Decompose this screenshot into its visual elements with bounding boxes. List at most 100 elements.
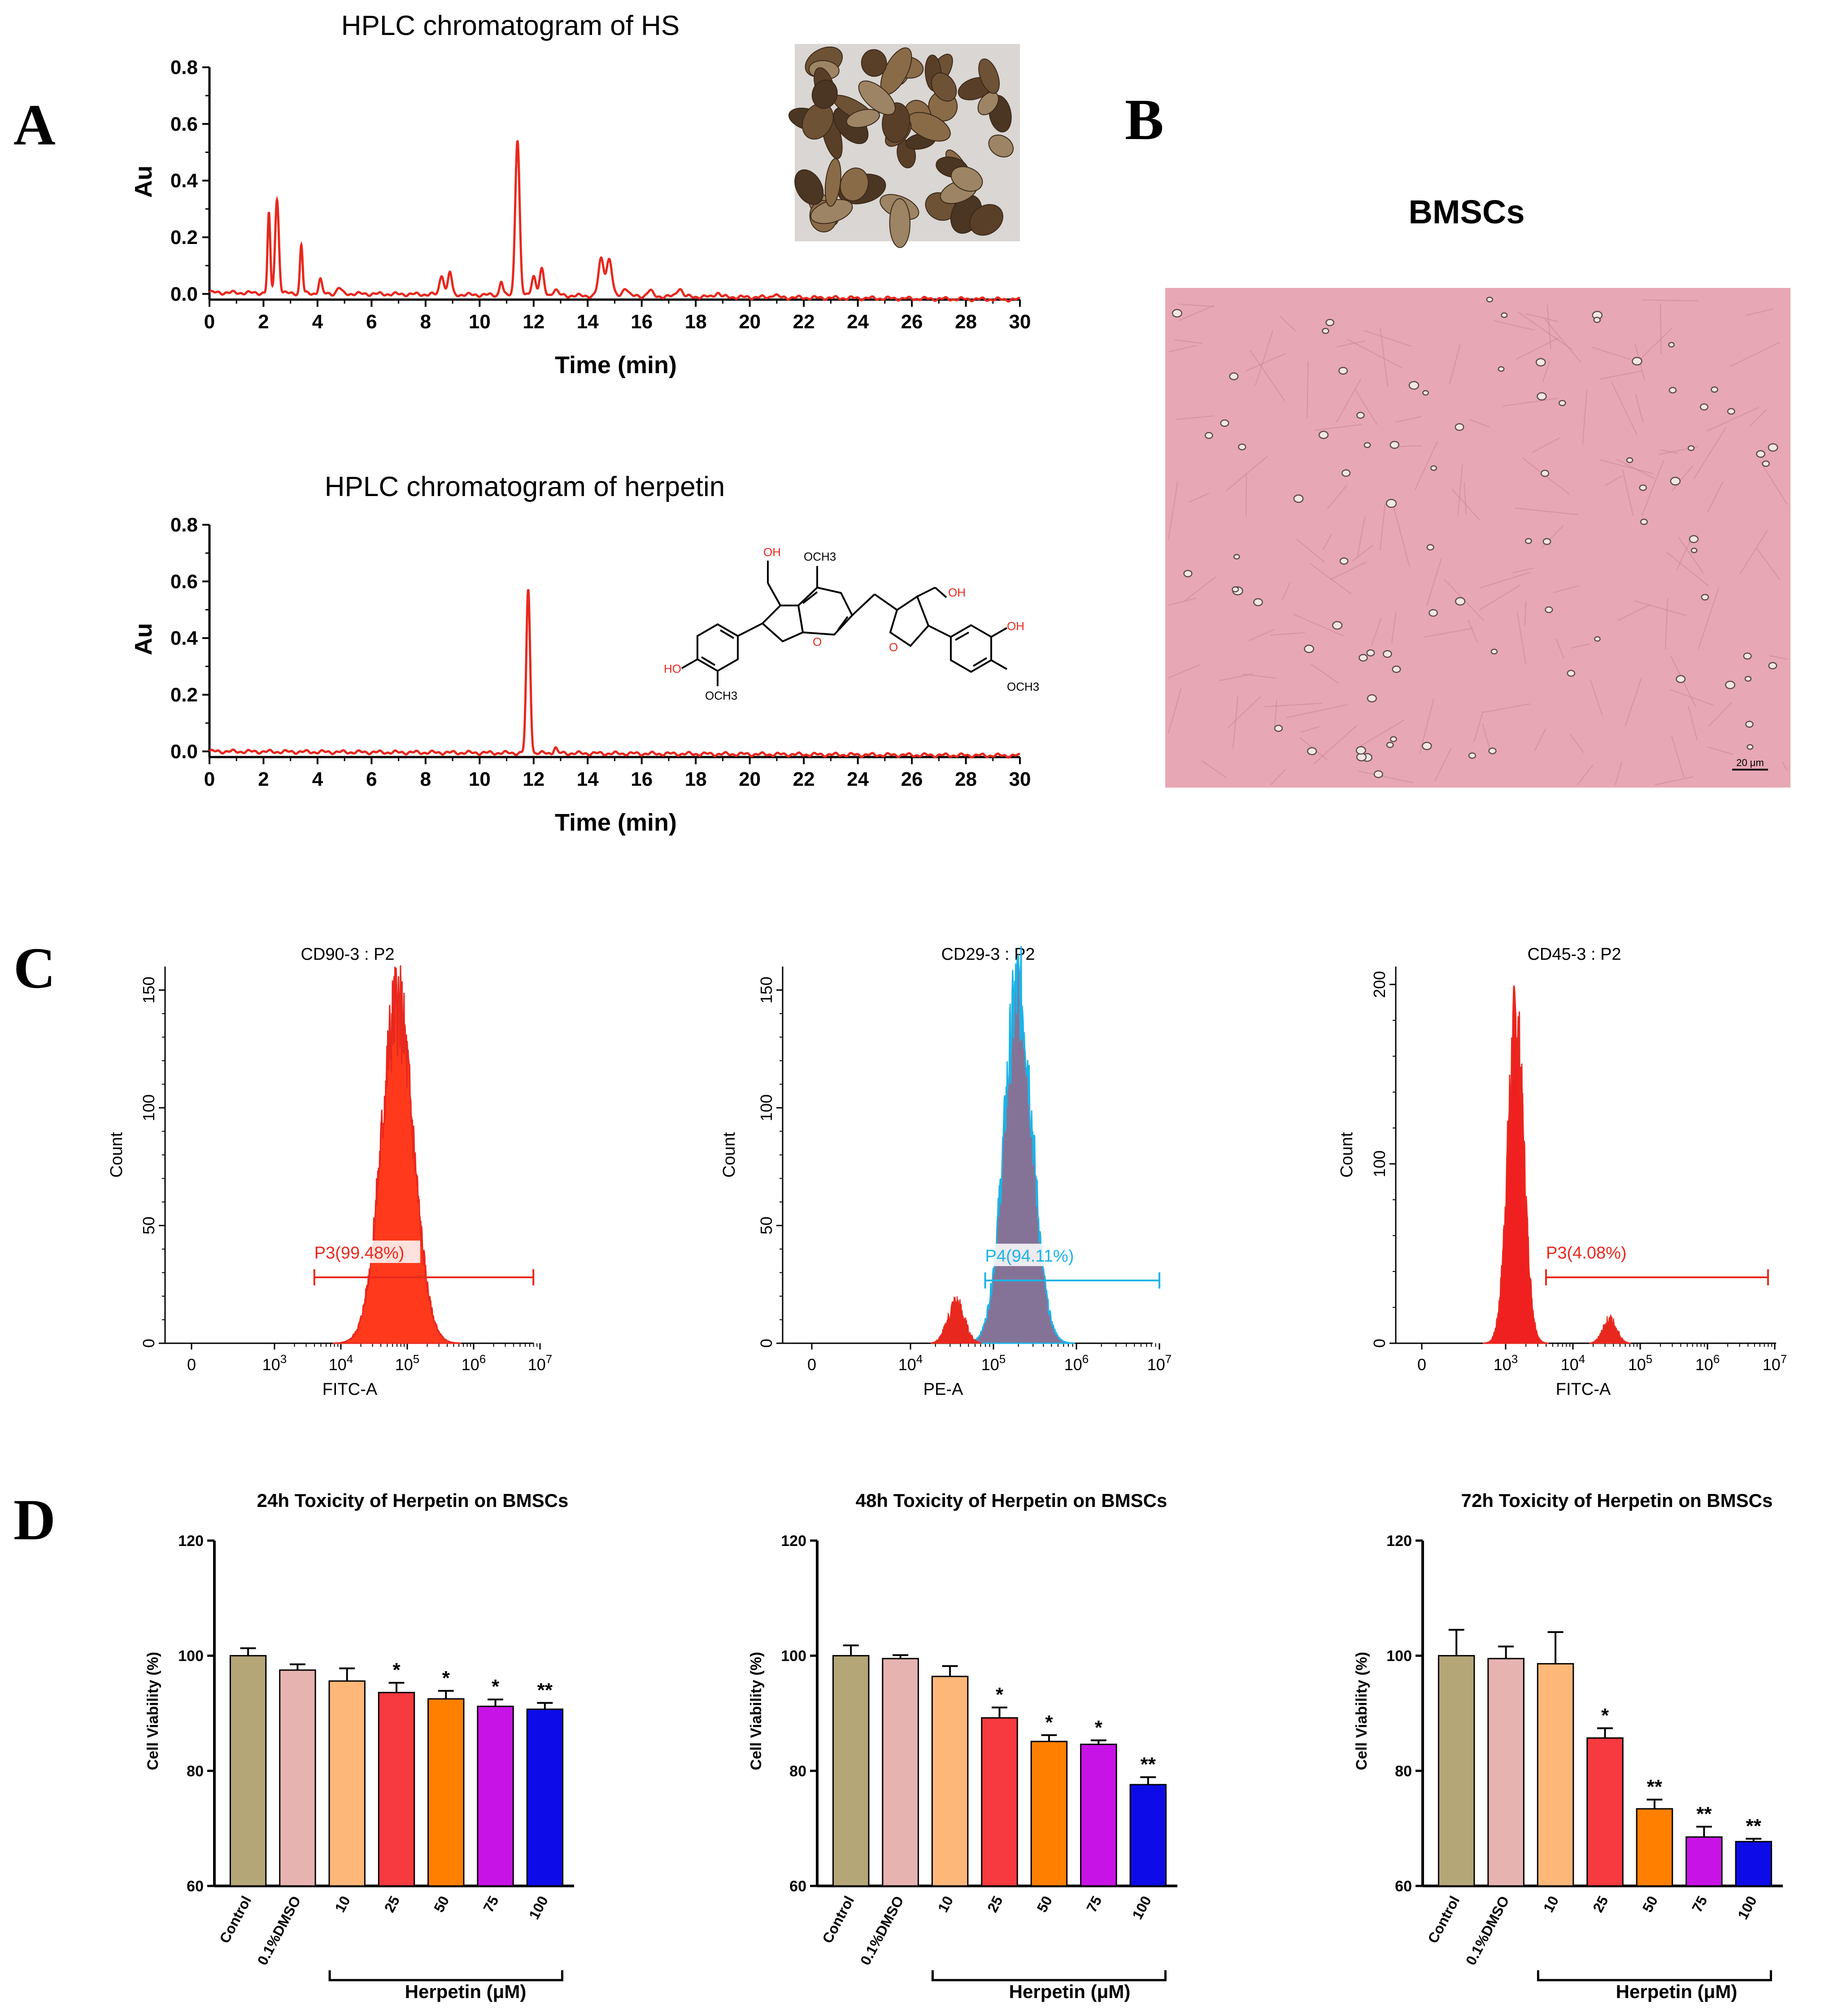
category-label: 10 <box>935 1893 956 1915</box>
x-tick-label: 8 <box>420 311 431 333</box>
bar <box>328 1680 366 1887</box>
round-cell <box>1687 445 1695 451</box>
y-tick-label: 0 <box>139 1339 158 1348</box>
round-cell <box>1542 538 1551 545</box>
y-tick-label: 60 <box>789 1878 806 1895</box>
bar <box>1735 1841 1773 1887</box>
cell-fiber <box>1371 618 1382 646</box>
cell-fiber <box>1363 330 1411 347</box>
cell-fiber <box>1263 702 1323 708</box>
histogram-distribution <box>961 946 1075 1344</box>
cell-fiber <box>1393 505 1410 567</box>
herb-pod <box>931 72 957 102</box>
category-label: 75 <box>480 1893 501 1915</box>
y-tick-label: 100 <box>1370 1150 1389 1177</box>
x-tick-label: 20 <box>739 768 761 790</box>
round-cell <box>1743 652 1752 660</box>
x-tick-label: 104 <box>1561 1352 1585 1374</box>
x-tick-label: 26 <box>901 311 923 333</box>
cell-fiber <box>1512 567 1534 574</box>
cell-fiber <box>1745 308 1774 316</box>
cell-fiber <box>1399 445 1422 447</box>
flow-cd90-title: CD90-3 : P2 <box>301 945 394 964</box>
cell-fiber <box>1707 481 1724 513</box>
y-tick-label: 120 <box>178 1533 204 1550</box>
cell-fiber <box>1174 339 1203 344</box>
x-tick-label: 10 <box>469 311 491 333</box>
herb-pod <box>978 58 1000 94</box>
hplc-herpetin-xlabel: Time (min) <box>555 809 677 836</box>
round-cell <box>1389 736 1397 742</box>
cell-fiber <box>1473 711 1484 742</box>
herb-pod <box>824 158 841 207</box>
herb-pod <box>811 79 838 109</box>
round-cell <box>1325 318 1335 327</box>
cell-fiber <box>1188 492 1209 503</box>
cell-fiber <box>1517 311 1573 351</box>
round-cell <box>1233 554 1240 560</box>
round-cell <box>1756 450 1765 458</box>
herb-pod <box>840 167 869 201</box>
category-label: 50 <box>1034 1893 1055 1915</box>
herb-pod <box>794 169 824 205</box>
cell-fiber <box>1354 389 1378 425</box>
category-label: 25 <box>984 1893 1006 1915</box>
structure-oh-left: OH <box>763 545 781 559</box>
bmscs-micrograph-panel: BMSCs 20 μm <box>1165 193 1790 788</box>
round-cell <box>1639 484 1647 491</box>
round-cell <box>1501 312 1508 318</box>
cell-fiber <box>1479 571 1531 589</box>
bar <box>1129 1784 1167 1887</box>
category-label: 100 <box>1734 1893 1760 1922</box>
cell-fiber <box>1642 299 1698 302</box>
tox-24h-ylabel: Cell Viability (%) <box>144 1652 161 1770</box>
x-tick-label: 30 <box>1009 768 1031 790</box>
cell-fiber <box>1336 378 1362 423</box>
bar <box>427 1698 465 1887</box>
round-cell <box>1537 392 1547 401</box>
cell-fiber <box>1391 611 1397 643</box>
herb-pod <box>969 204 1003 236</box>
hplc-herpetin-chart: HPLC chromatogram of herpetin 0 2 4 6 8 10 12 1… <box>130 471 1039 836</box>
round-cell <box>1274 724 1283 732</box>
round-cell <box>1699 403 1708 411</box>
y-tick-label: 0.4 <box>170 170 198 192</box>
significance-mark: ** <box>1746 1815 1762 1837</box>
x-tick-label: 106 <box>1064 1352 1089 1374</box>
bar <box>526 1708 564 1887</box>
cell-fiber <box>1769 655 1788 660</box>
round-cell <box>1632 357 1642 366</box>
round-cell <box>1690 548 1698 553</box>
tox-48h-ylabel: Cell Viability (%) <box>748 1652 765 1770</box>
cell-fiber <box>1449 344 1461 384</box>
cell-fiber <box>1274 700 1277 727</box>
hplc-hs-title: HPLC chromatogram of HS <box>341 10 680 41</box>
structure-oh-ring: OH <box>1007 619 1024 633</box>
cell-fiber <box>1419 698 1435 754</box>
bar <box>981 1717 1018 1887</box>
round-cell <box>1488 747 1497 754</box>
x-tick-label: 107 <box>1763 1352 1787 1374</box>
category-label: Control <box>216 1893 254 1946</box>
cell-fiber <box>1666 551 1709 587</box>
x-tick-label: 16 <box>631 768 653 790</box>
cell-fiber <box>1591 347 1631 360</box>
cell-fiber <box>1270 632 1305 636</box>
flow-cd29-xlabel: PE-A <box>923 1380 963 1399</box>
x-tick-label: 8 <box>420 768 431 790</box>
y-tick-label: 50 <box>139 1216 158 1234</box>
bar <box>229 1655 267 1887</box>
panel-letter-a: A <box>13 93 56 157</box>
bar <box>1586 1737 1624 1887</box>
x-tick-label: 103 <box>262 1352 287 1374</box>
x-tick-label: 0 <box>204 768 215 790</box>
y-tick-label: 150 <box>139 976 158 1003</box>
round-cell <box>1567 670 1576 677</box>
x-tick-label: 2 <box>258 768 269 790</box>
x-tick-label: 0 <box>807 1355 816 1374</box>
x-tick-label: 24 <box>847 311 869 333</box>
minor-population <box>1589 1314 1632 1344</box>
round-cell <box>1593 317 1601 323</box>
x-tick-label: 4 <box>312 768 323 790</box>
